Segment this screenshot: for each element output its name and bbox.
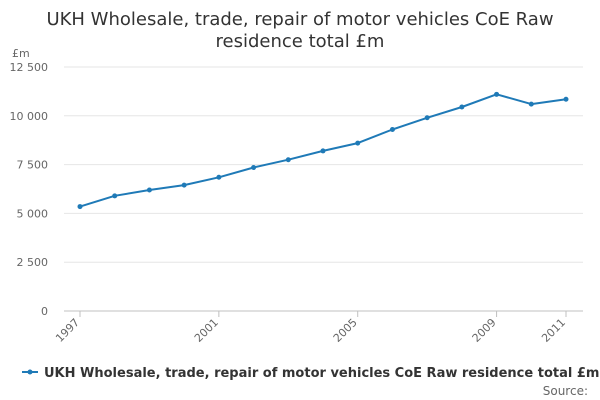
data-point[interactable] [389, 126, 395, 132]
y-tick-label: 2 500 [17, 256, 49, 269]
data-point[interactable] [251, 165, 257, 171]
x-tick-label: 2001 [192, 316, 221, 345]
data-point[interactable] [77, 204, 83, 210]
x-axis-ticks: 1997 2001 2005 2009 2011 [53, 311, 568, 345]
data-point[interactable] [424, 115, 430, 121]
data-point[interactable] [146, 187, 152, 193]
x-tick-label: 2011 [539, 316, 568, 345]
y-tick-label: 5 000 [17, 207, 49, 220]
legend[interactable]: UKH Wholesale, trade, repair of motor ve… [22, 366, 599, 381]
x-tick-label: 2005 [331, 316, 360, 345]
x-tick-label: 2009 [470, 316, 499, 345]
data-point[interactable] [285, 157, 291, 163]
gridlines [64, 66, 583, 312]
x-tick-label: 1997 [53, 316, 82, 345]
data-point[interactable] [112, 193, 118, 199]
data-point[interactable] [528, 101, 534, 107]
series-layer [77, 91, 569, 210]
y-tick-label: 12 500 [10, 61, 49, 74]
y-tick-label: 0 [41, 305, 48, 318]
data-point[interactable] [494, 91, 500, 97]
y-tick-label: 10 000 [10, 110, 49, 123]
source-label: Source: [543, 384, 588, 398]
data-point[interactable] [320, 148, 326, 154]
y-axis-unit-label: £m [12, 47, 30, 60]
chart-title-line-2: residence total £m [216, 31, 385, 52]
chart-title: UKH Wholesale, trade, repair of motor ve… [46, 9, 553, 52]
legend-label: UKH Wholesale, trade, repair of motor ve… [44, 366, 599, 381]
chart-title-line-1: UKH Wholesale, trade, repair of motor ve… [46, 9, 553, 30]
legend-dot-marker [27, 369, 33, 375]
data-point[interactable] [216, 174, 222, 180]
y-axis-ticks: 0 2 500 5 000 7 500 10 000 12 500 [10, 61, 49, 318]
data-point[interactable] [563, 96, 569, 102]
y-tick-label: 7 500 [17, 159, 49, 172]
data-point[interactable] [355, 140, 361, 146]
data-point[interactable] [181, 182, 187, 188]
data-point[interactable] [459, 104, 465, 110]
